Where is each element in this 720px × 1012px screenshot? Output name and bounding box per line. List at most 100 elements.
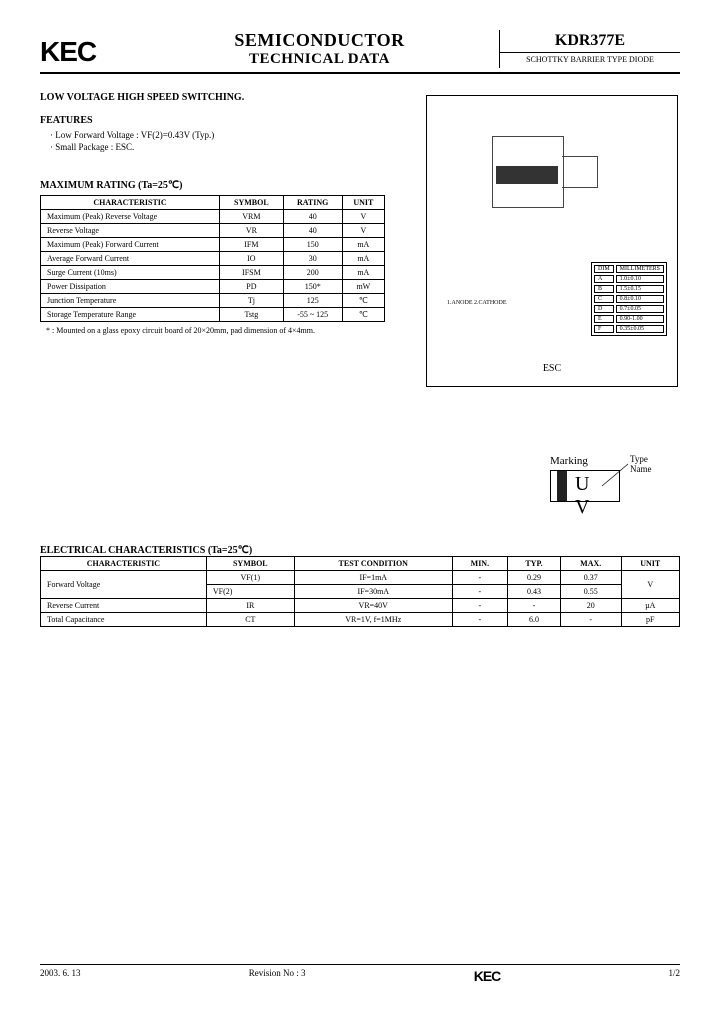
elec-header-row: CHARACTERISTIC SYMBOL TEST CONDITION MIN…	[41, 557, 680, 571]
table-row: Reverse VoltageVR40V	[41, 224, 385, 238]
ratings-footnote: * : Mounted on a glass epoxy circuit boa…	[46, 326, 400, 335]
dim-cell: 1.0±0.10	[616, 275, 664, 283]
dim-cell: B	[594, 285, 614, 293]
doc-subtitle: TECHNICAL DATA	[150, 51, 489, 68]
footer-logo: KEC	[474, 968, 501, 984]
table-cell: IFSM	[220, 266, 284, 280]
col-rating: RATING	[283, 196, 342, 210]
marking-letters: U V	[575, 473, 619, 519]
table-cell: Storage Temperature Range	[41, 308, 220, 322]
table-cell: IF=30mA	[294, 585, 452, 599]
dim-row: B1.5±0.15	[594, 285, 664, 293]
doc-title-block: SEMICONDUCTOR TECHNICAL DATA	[150, 30, 500, 68]
table-cell: Maximum (Peak) Reverse Voltage	[41, 210, 220, 224]
table-cell: 125	[283, 294, 342, 308]
left-column: LOW VOLTAGE HIGH SPEED SWITCHING. FEATUR…	[40, 92, 400, 335]
table-cell: 6.0	[508, 613, 561, 627]
table-cell: ℃	[342, 294, 384, 308]
type-name-label: Type Name	[630, 454, 651, 474]
table-cell: IO	[220, 252, 284, 266]
package-name: ESC	[427, 363, 677, 374]
marking-chip: U V	[550, 470, 620, 502]
dim-row: A1.0±0.10	[594, 275, 664, 283]
table-cell: Tstg	[220, 308, 284, 322]
table-cell: -	[452, 599, 507, 613]
table-row: Maximum (Peak) Forward CurrentIFM150mA	[41, 238, 385, 252]
page-header: KEC SEMICONDUCTOR TECHNICAL DATA KDR377E…	[40, 30, 680, 74]
table-cell: 150*	[283, 280, 342, 294]
ecol-4: TYP.	[508, 557, 561, 571]
table-row: Power DissipationPD150*mW	[41, 280, 385, 294]
table-cell: Tj	[220, 294, 284, 308]
table-cell: 20	[560, 599, 621, 613]
table-cell: 0.55	[560, 585, 621, 599]
table-cell: mW	[342, 280, 384, 294]
dim-row: C0.8±0.10	[594, 295, 664, 303]
ecol-3: MIN.	[452, 557, 507, 571]
dim-h1: MILLIMETERS	[616, 265, 664, 273]
dim-cell: E	[594, 315, 614, 323]
table-cell: VR=1V, f=1MHz	[294, 613, 452, 627]
table-cell: 150	[283, 238, 342, 252]
pkg-lead-outline	[562, 156, 598, 188]
dimension-table: DIMMILLIMETERS A1.0±0.10B1.5±0.15C0.8±0.…	[591, 262, 667, 336]
table-cell: µA	[621, 599, 679, 613]
part-type: SCHOTTKY BARRIER TYPE DIODE	[500, 52, 680, 64]
ecol-5: MAX.	[560, 557, 621, 571]
table-cell: Forward Voltage	[41, 571, 207, 599]
table-cell: IFM	[220, 238, 284, 252]
dim-cell: D	[594, 305, 614, 313]
table-cell: VF(1)	[206, 571, 294, 585]
table-cell: 0.29	[508, 571, 561, 585]
table-cell: IF=1mA	[294, 571, 452, 585]
dim-cell: C	[594, 295, 614, 303]
table-cell: 30	[283, 252, 342, 266]
marking-band	[557, 471, 567, 501]
table-cell: V	[621, 571, 679, 599]
ratings-header-row: CHARACTERISTIC SYMBOL RATING UNIT	[41, 196, 385, 210]
table-cell: Average Forward Current	[41, 252, 220, 266]
table-cell: Surge Current (10ms)	[41, 266, 220, 280]
table-cell: VR	[220, 224, 284, 238]
ecol-2: TEST CONDITION	[294, 557, 452, 571]
footer-revision: Revision No : 3	[249, 968, 306, 984]
feature-1: · Low Forward Voltage : VF(2)=0.43V (Typ…	[50, 130, 400, 140]
table-cell: -	[560, 613, 621, 627]
table-cell: -	[508, 599, 561, 613]
ecol-0: CHARACTERISTIC	[41, 557, 207, 571]
page-footer: 2003. 6. 13 Revision No : 3 KEC 1/2	[40, 964, 680, 984]
table-cell: 40	[283, 210, 342, 224]
table-cell: VR=40V	[294, 599, 452, 613]
table-row: Junction TemperatureTj125℃	[41, 294, 385, 308]
ecol-1: SYMBOL	[206, 557, 294, 571]
table-cell: Reverse Voltage	[41, 224, 220, 238]
headline: LOW VOLTAGE HIGH SPEED SWITCHING.	[40, 92, 400, 103]
dim-cell: 0.7±0.05	[616, 305, 664, 313]
table-cell: -	[452, 613, 507, 627]
col-unit: UNIT	[342, 196, 384, 210]
col-symbol: SYMBOL	[220, 196, 284, 210]
table-cell: pF	[621, 613, 679, 627]
table-cell: Reverse Current	[41, 599, 207, 613]
table-cell: CT	[206, 613, 294, 627]
dim-cell: 0.90-1.00	[616, 315, 664, 323]
table-cell: 200	[283, 266, 342, 280]
dim-cell: A	[594, 275, 614, 283]
table-row: Surge Current (10ms)IFSM200mA	[41, 266, 385, 280]
company-logo: KEC	[40, 30, 150, 68]
elec-table: CHARACTERISTIC SYMBOL TEST CONDITION MIN…	[40, 556, 680, 627]
ratings-title: MAXIMUM RATING (Ta=25℃)	[40, 180, 400, 191]
dim-h0: DIM	[594, 265, 614, 273]
table-cell: Maximum (Peak) Forward Current	[41, 238, 220, 252]
dim-row: E0.90-1.00	[594, 315, 664, 323]
table-cell: Power Dissipation	[41, 280, 220, 294]
marking-label: Marking	[550, 455, 620, 467]
footer-date: 2003. 6. 13	[40, 968, 81, 984]
table-cell: Junction Temperature	[41, 294, 220, 308]
package-drawing	[452, 116, 652, 256]
table-row: Storage Temperature RangeTstg-55 ~ 125℃	[41, 308, 385, 322]
table-cell: -	[452, 571, 507, 585]
dim-cell: 1.5±0.15	[616, 285, 664, 293]
table-cell: mA	[342, 238, 384, 252]
col-characteristic: CHARACTERISTIC	[41, 196, 220, 210]
